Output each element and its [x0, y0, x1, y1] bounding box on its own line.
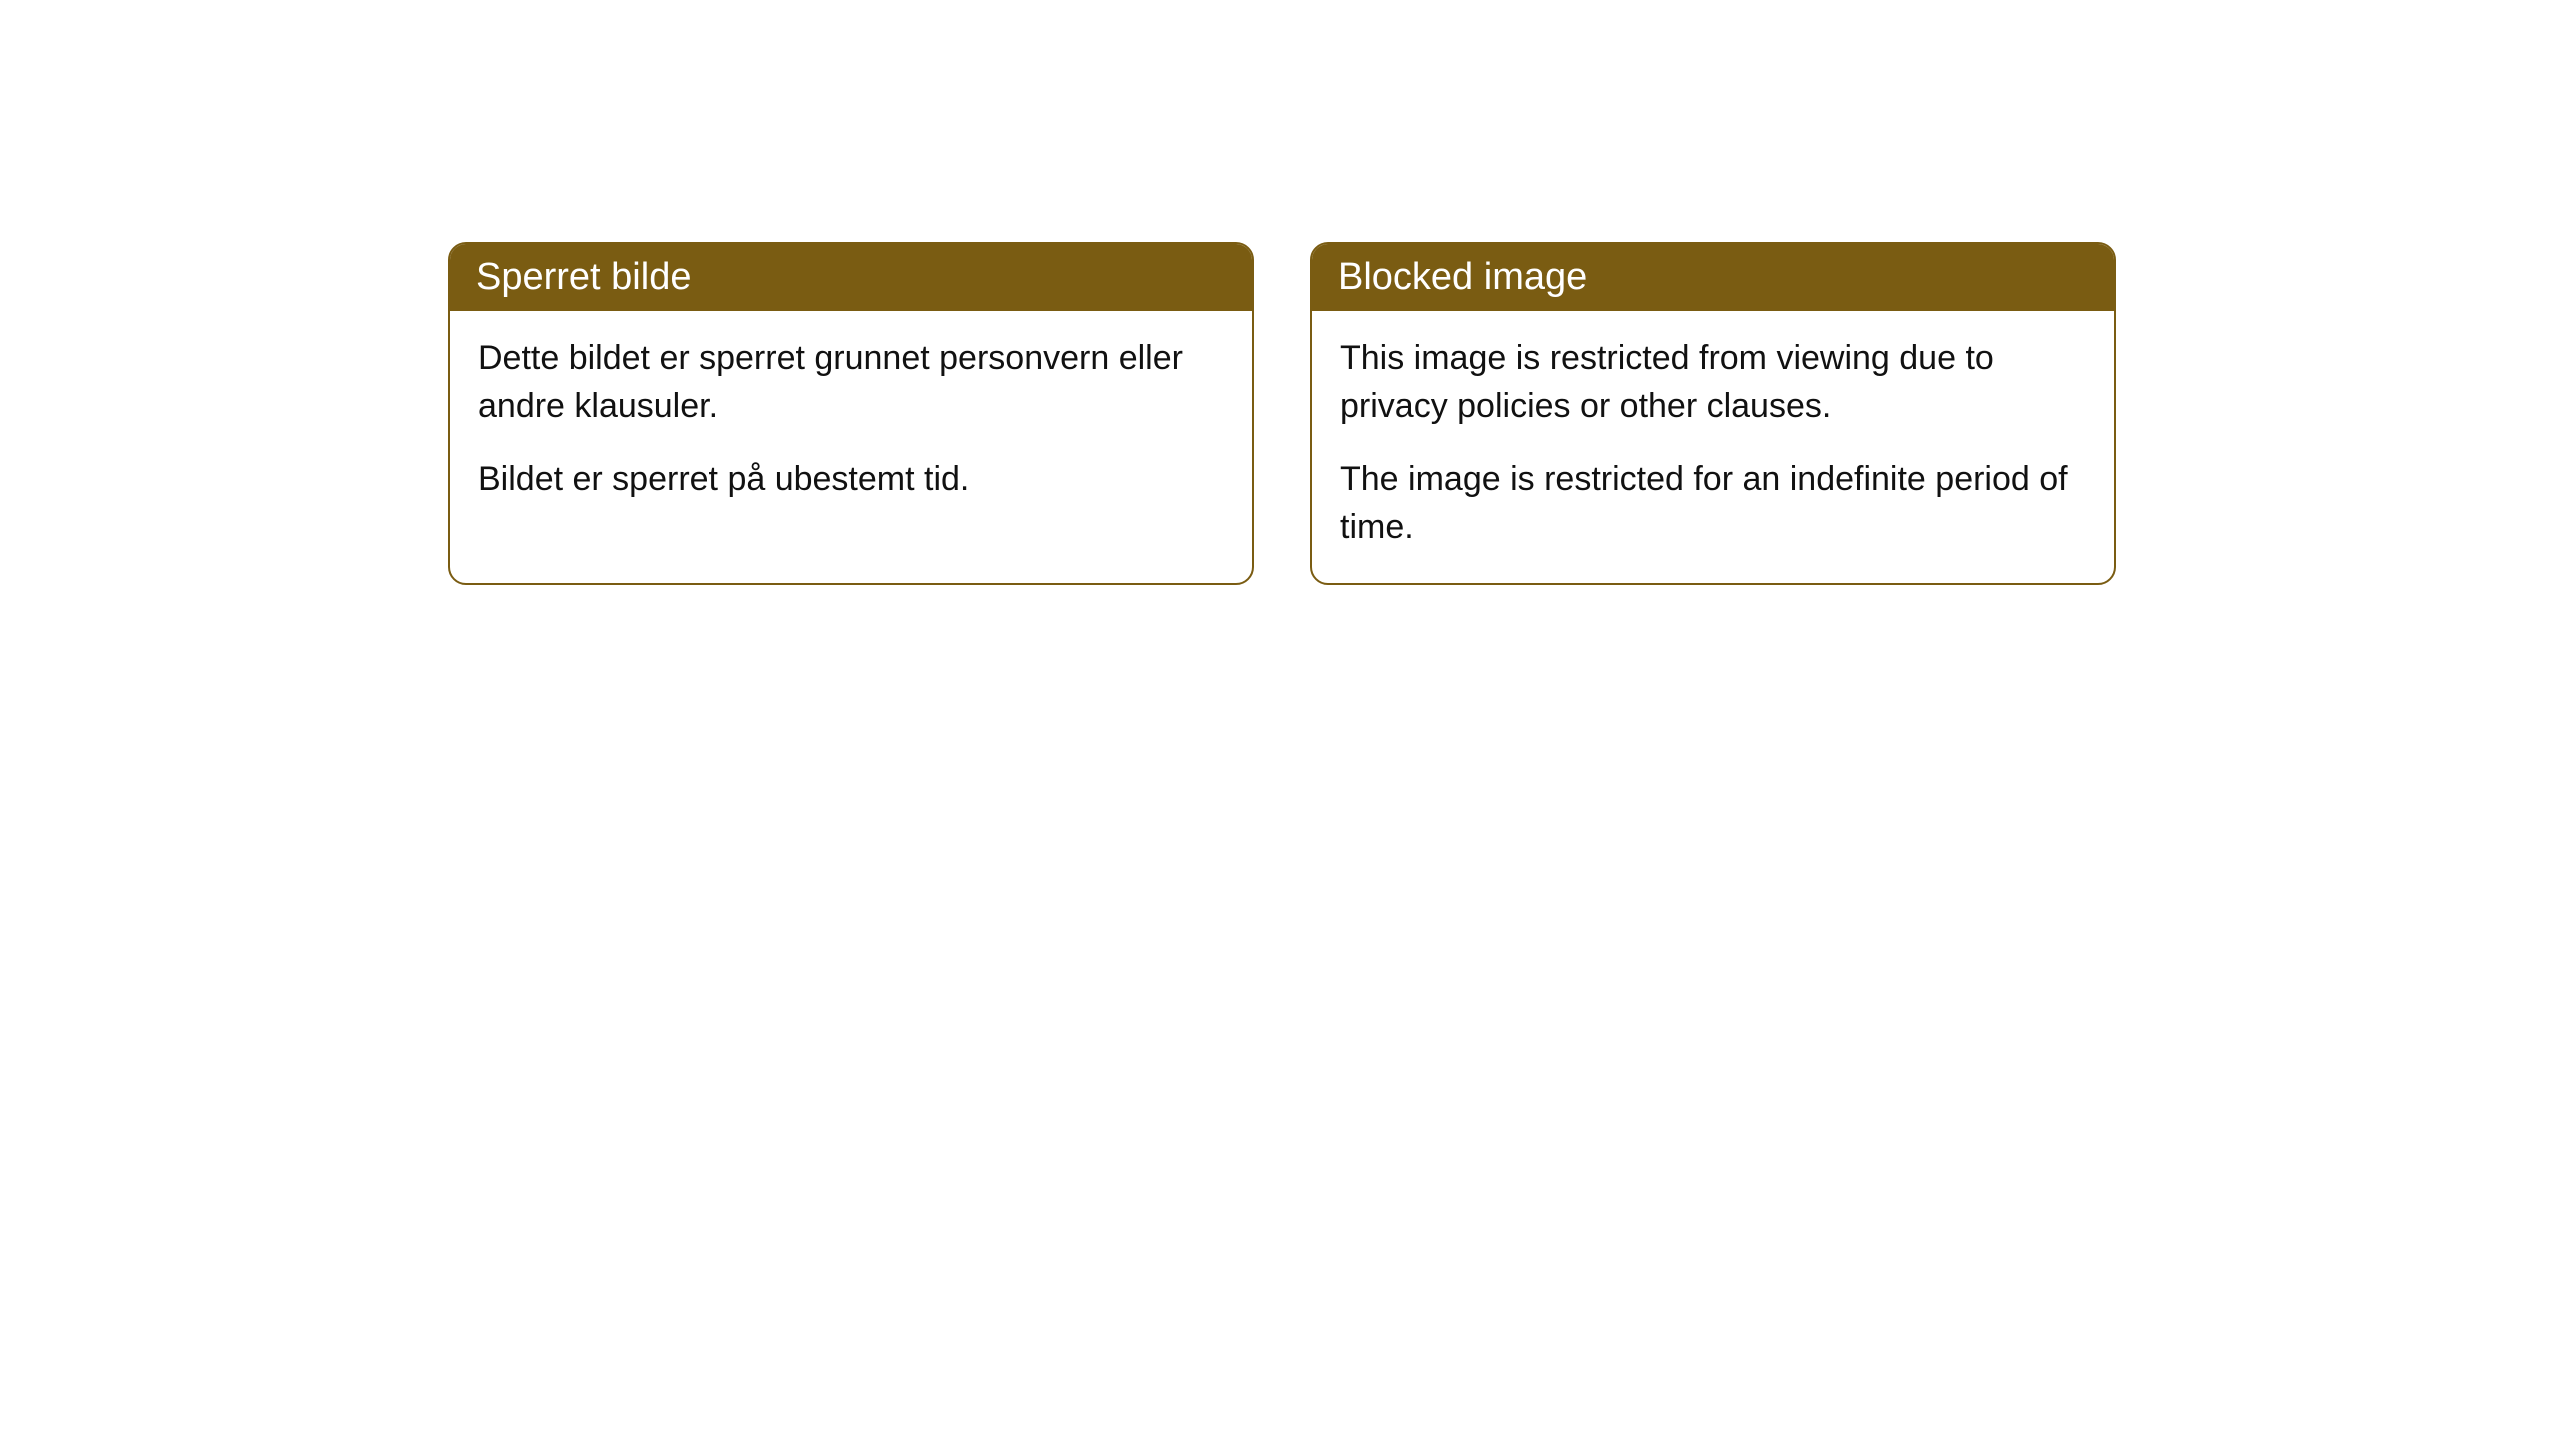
notice-card-english: Blocked image This image is restricted f… — [1310, 242, 2116, 585]
notice-paragraph: Bildet er sperret på ubestemt tid. — [478, 456, 1224, 504]
notice-container: Sperret bilde Dette bildet er sperret gr… — [448, 242, 2116, 585]
notice-paragraph: Dette bildet er sperret grunnet personve… — [478, 335, 1224, 430]
notice-paragraph: The image is restricted for an indefinit… — [1340, 456, 2086, 551]
card-header-norwegian: Sperret bilde — [450, 244, 1252, 311]
card-header-english: Blocked image — [1312, 244, 2114, 311]
card-body-english: This image is restricted from viewing du… — [1312, 311, 2114, 583]
notice-paragraph: This image is restricted from viewing du… — [1340, 335, 2086, 430]
card-body-norwegian: Dette bildet er sperret grunnet personve… — [450, 311, 1252, 536]
notice-card-norwegian: Sperret bilde Dette bildet er sperret gr… — [448, 242, 1254, 585]
